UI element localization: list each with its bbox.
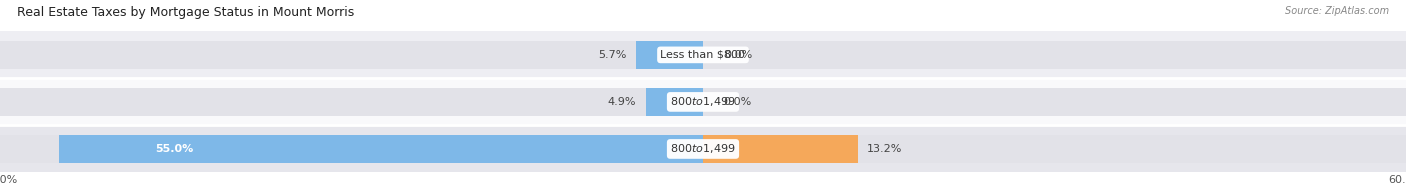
Bar <box>0 31 1406 78</box>
Text: 55.0%: 55.0% <box>155 144 194 154</box>
Text: 0.0%: 0.0% <box>724 97 752 107</box>
Text: $800 to $1,499: $800 to $1,499 <box>671 95 735 108</box>
Bar <box>0 78 1406 125</box>
Bar <box>0 125 1406 172</box>
Bar <box>0 135 1406 163</box>
Text: Source: ZipAtlas.com: Source: ZipAtlas.com <box>1285 6 1389 16</box>
Text: 13.2%: 13.2% <box>868 144 903 154</box>
Bar <box>59 135 703 163</box>
Bar <box>703 135 858 163</box>
Bar <box>0 41 1406 69</box>
Bar <box>637 41 703 69</box>
Text: 4.9%: 4.9% <box>607 97 637 107</box>
Text: $800 to $1,499: $800 to $1,499 <box>671 142 735 155</box>
Bar <box>0 88 1406 116</box>
Text: 0.0%: 0.0% <box>724 50 752 60</box>
Text: 5.7%: 5.7% <box>599 50 627 60</box>
Text: Real Estate Taxes by Mortgage Status in Mount Morris: Real Estate Taxes by Mortgage Status in … <box>17 6 354 19</box>
Bar <box>645 88 703 116</box>
Text: Less than $800: Less than $800 <box>661 50 745 60</box>
